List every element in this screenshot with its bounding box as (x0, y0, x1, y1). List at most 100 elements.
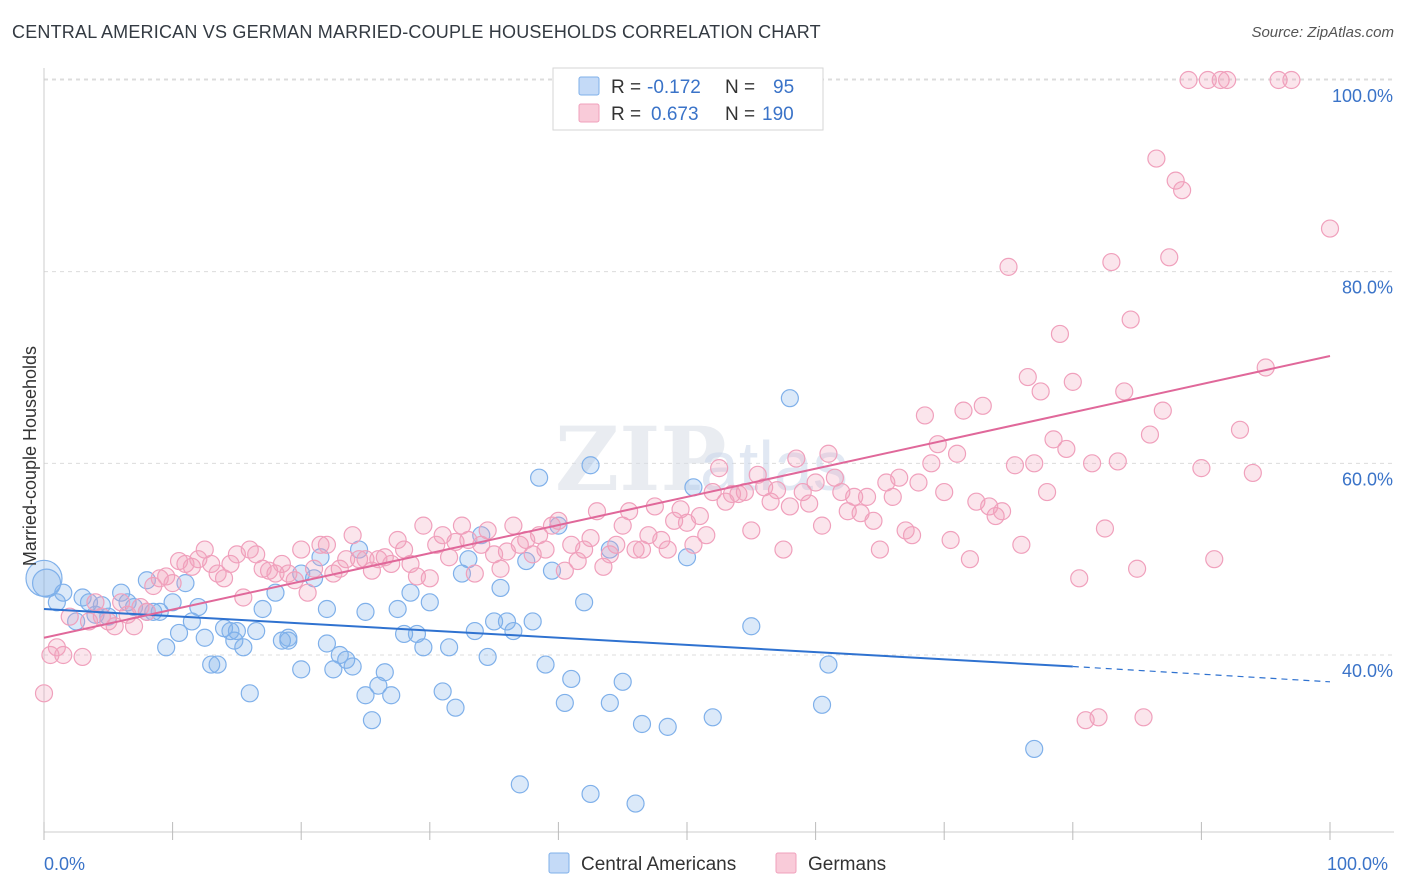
germans-point (465, 564, 484, 583)
central-americans-point (343, 657, 362, 676)
central-americans-point (703, 708, 722, 727)
central-americans-point (1025, 739, 1044, 759)
germans-point (992, 502, 1012, 521)
germans-point (266, 564, 285, 583)
germans-point (221, 554, 240, 574)
central-americans-point (227, 621, 246, 641)
germans-point (1070, 569, 1089, 588)
germans-point (1166, 171, 1185, 190)
germans-point (1243, 463, 1262, 483)
germans-point (607, 535, 626, 554)
germans-point (1153, 401, 1172, 420)
germans-point (1211, 70, 1230, 90)
bottom-legend-swatch-germans (775, 852, 797, 874)
y-tick-label-100: 100.0% (1332, 86, 1393, 106)
legend-r-value-1: -0.172 (647, 77, 701, 98)
germans-point (819, 444, 838, 463)
germans-point (806, 473, 825, 492)
germans-point (793, 482, 812, 502)
germans-point (684, 535, 703, 554)
germans-point (909, 473, 928, 492)
germans-point (954, 401, 973, 420)
y-tick-label-80: 80.0% (1342, 278, 1393, 298)
watermark: ZIP atlas (555, 407, 848, 511)
germans-point (812, 516, 832, 535)
central-americans-point (555, 693, 574, 713)
germans-point (427, 535, 446, 554)
germans-point (600, 545, 619, 564)
central-americans-point (420, 593, 439, 612)
central-americans-point (337, 650, 356, 669)
germans-point (697, 526, 716, 545)
germans-point (935, 482, 954, 502)
germans-point (1095, 519, 1115, 538)
bottom-legend: Central Americans Germans (548, 852, 886, 875)
germans-point (902, 526, 922, 545)
germans-point (1025, 454, 1044, 473)
germans-point (1089, 708, 1108, 727)
germans-point (780, 497, 799, 516)
central-americans-point (819, 655, 838, 674)
central-americans-point (658, 717, 677, 736)
points-layer (25, 70, 1340, 813)
central-americans-point (575, 593, 594, 612)
central-americans-point (742, 617, 761, 636)
germans-point (870, 540, 890, 559)
germans-point (787, 449, 806, 468)
central-americans-point (504, 621, 523, 641)
y-tick-labels: 40.0% 60.0% 80.0% 100.0% (1332, 86, 1393, 681)
legend-n-label-1: N = (725, 77, 755, 98)
germans-point (690, 506, 709, 526)
germans-point (710, 459, 729, 478)
bottom-legend-swatch-central-americans (548, 852, 570, 874)
central-americans-point (253, 599, 272, 619)
germans-point (973, 396, 992, 415)
central-americans-point (247, 621, 266, 641)
germans-point (1044, 430, 1063, 449)
central-americans-point (157, 638, 176, 657)
central-americans-point (439, 638, 459, 657)
germans-point (1173, 181, 1192, 200)
germans-point (1218, 70, 1237, 90)
central-americans-point (530, 468, 549, 487)
germans-point (292, 540, 311, 559)
germans-point (536, 540, 555, 559)
germans-point (1192, 459, 1211, 478)
germans-point (1050, 324, 1070, 344)
germans-point (1102, 252, 1121, 272)
central-americans-point (600, 693, 619, 713)
germans-point (774, 540, 793, 559)
central-americans-point (112, 583, 131, 602)
germans-point (1179, 70, 1198, 90)
germans-point (645, 497, 664, 516)
central-americans-point (388, 599, 407, 619)
germans-point (1115, 382, 1134, 401)
germans-point (311, 535, 330, 554)
central-americans-point (523, 612, 542, 631)
central-americans-point (613, 672, 632, 691)
germans-point (163, 574, 182, 593)
central-americans-point (581, 456, 600, 475)
central-americans-point (446, 698, 465, 717)
germans-point (1282, 70, 1301, 90)
trend-layer (43, 355, 1331, 683)
central-americans-point (356, 686, 375, 705)
central-americans-point (562, 669, 581, 689)
legend-r-value-2: 0.673 (651, 104, 699, 125)
germans-point (1147, 149, 1166, 168)
germans-point (575, 540, 594, 559)
central-americans-point (780, 389, 799, 408)
germans-point (1005, 456, 1025, 475)
germans-point (1012, 535, 1031, 554)
central-americans-point (414, 638, 433, 657)
germans-point (1057, 439, 1076, 459)
germans-point (658, 540, 677, 559)
germans-point (555, 561, 574, 580)
germans-point (1031, 382, 1050, 401)
legend-r-label-2: R = (611, 104, 641, 125)
germans-point (317, 535, 337, 554)
central-americans-point (632, 714, 652, 734)
germans-point (845, 487, 864, 506)
legend-n-value-1: 95 (773, 77, 794, 98)
germans-point (234, 588, 253, 607)
